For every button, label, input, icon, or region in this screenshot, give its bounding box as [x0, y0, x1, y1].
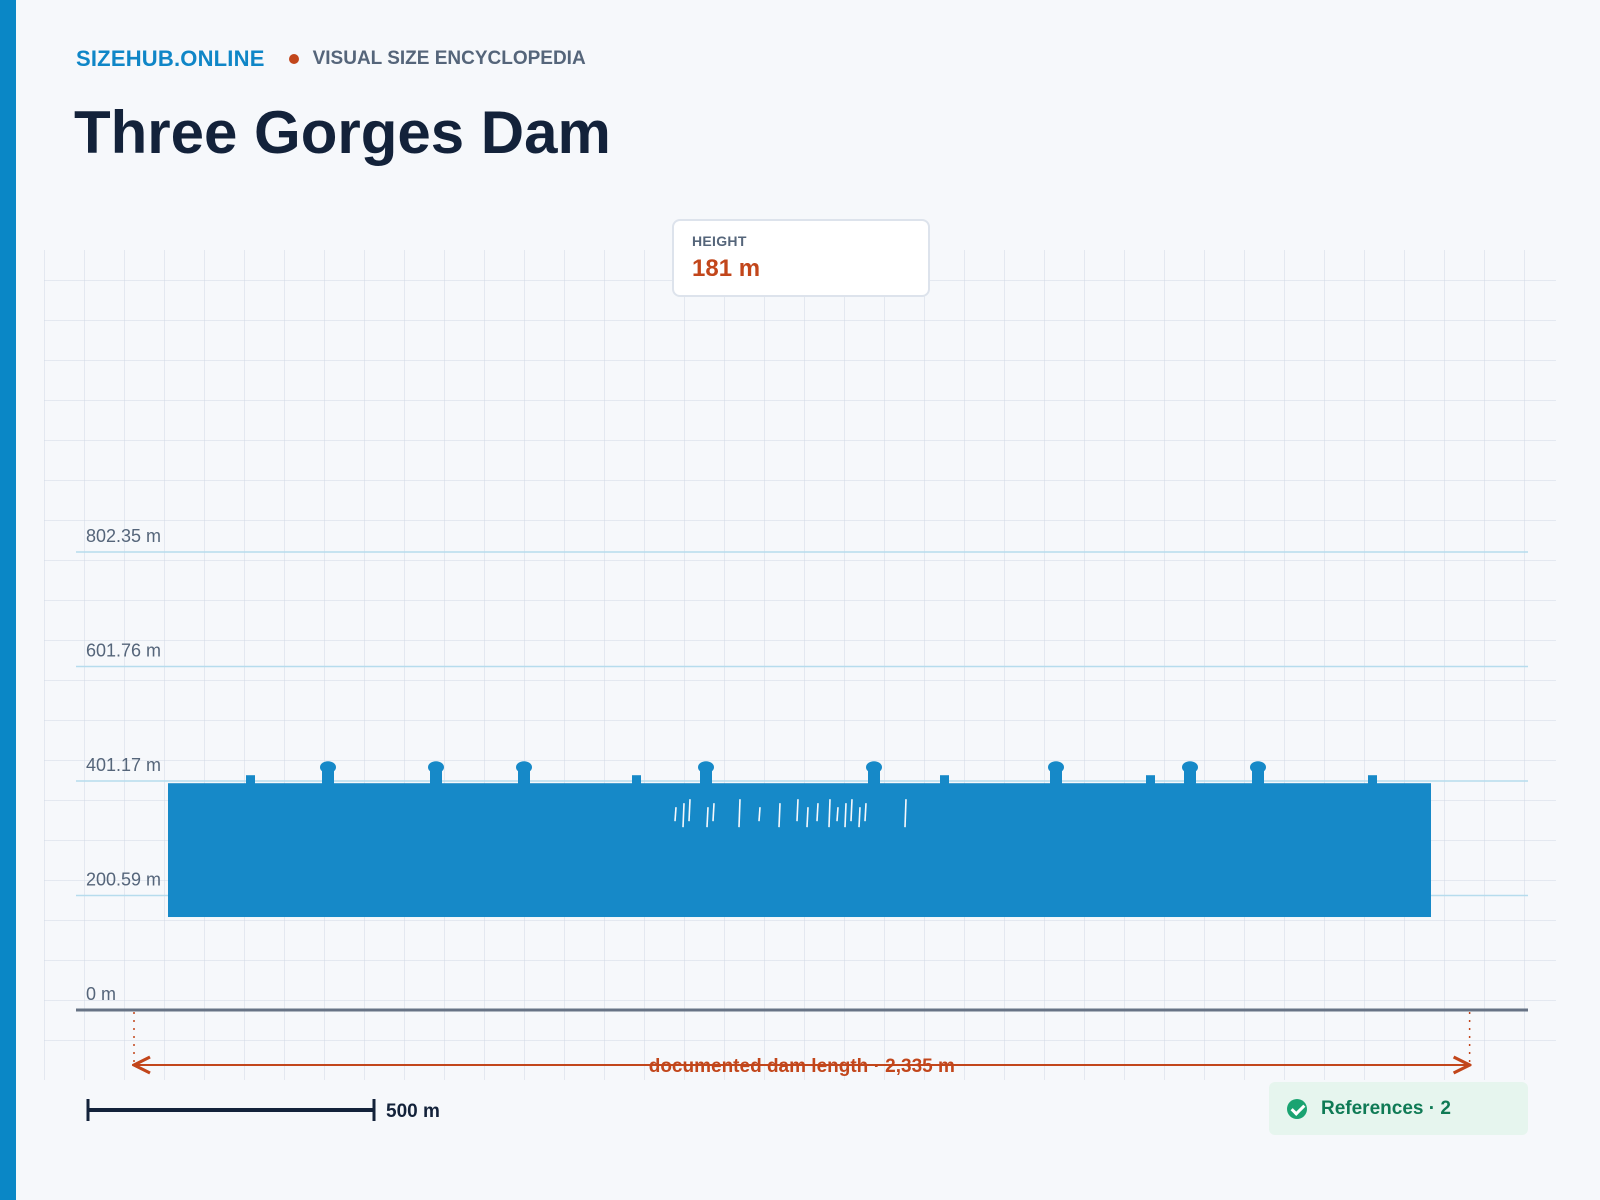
crest-tower-cap — [1182, 761, 1198, 774]
spillway-streak — [674, 807, 677, 822]
crest-tower-cap — [698, 761, 714, 774]
length-annotation: documented dam length · 2,335 m — [134, 1012, 1470, 1077]
spillway-streak — [796, 799, 799, 822]
references-label: References · 2 — [1321, 1097, 1451, 1119]
crest-block — [1368, 775, 1377, 785]
crest-tower-cap — [320, 761, 336, 774]
y-tick-label: 401.17 m — [86, 755, 161, 775]
spillway-streak — [688, 799, 691, 822]
dam-silhouette — [168, 761, 1431, 918]
site-header: SIZEHUB.ONLINE VISUAL SIZE ENCYCLOPEDIA — [76, 46, 586, 72]
spillway-streak — [778, 803, 781, 828]
crest-tower-cap — [1250, 761, 1266, 774]
spillway-streak — [844, 803, 847, 828]
crest-tower-cap — [1048, 761, 1064, 774]
y-tick-label: 0 m — [86, 984, 116, 1004]
spillway-streak — [682, 803, 685, 828]
dam-body — [168, 783, 1431, 918]
spillway-streak — [836, 807, 839, 822]
crest-block — [940, 775, 949, 785]
crest-tower-cap — [516, 761, 532, 774]
crest-tower-cap — [428, 761, 444, 774]
length-label: documented dam length · 2,335 m — [649, 1056, 955, 1077]
spillway-streak — [904, 799, 907, 828]
references-button[interactable]: References · 2 — [1269, 1082, 1528, 1135]
spillway-streak — [706, 807, 709, 828]
site-tagline: VISUAL SIZE ENCYCLOPEDIA — [312, 48, 586, 69]
spillway-streak — [738, 799, 741, 828]
height-card: HEIGHT 181 m — [672, 219, 930, 297]
scale-bar-label: 500 m — [386, 1101, 440, 1122]
spillway-streak — [712, 803, 715, 822]
page-title: Three Gorges Dam — [74, 99, 611, 166]
spillway-streak — [758, 807, 761, 822]
spillway-streak — [864, 803, 867, 822]
y-tick-label: 601.76 m — [86, 641, 161, 661]
y-tick-label: 200.59 m — [86, 869, 161, 889]
crest-block — [1146, 775, 1155, 785]
spillway-streak — [806, 807, 809, 828]
crest-tower-cap — [866, 761, 882, 774]
check-circle-icon — [1287, 1098, 1307, 1119]
spillway-streak — [816, 803, 819, 822]
background-grid — [44, 250, 1556, 1080]
y-tick-label: 802.35 m — [86, 526, 161, 546]
spillway-streak — [850, 799, 853, 822]
brand-link[interactable]: SIZEHUB.ONLINE — [76, 46, 265, 71]
accent-bar — [0, 0, 16, 1200]
spillway-streak — [858, 807, 861, 828]
y-axis-ticks: 0 m 200.59 m 401.17 m 601.76 m 802.35 m — [76, 526, 1528, 1004]
separator-dot — [288, 54, 299, 64]
scale-bar: 500 m — [86, 1099, 440, 1122]
crest-block — [246, 775, 255, 785]
spillway-streak — [828, 799, 831, 828]
height-label: HEIGHT — [692, 233, 747, 249]
height-value: 181 m — [692, 255, 761, 282]
crest-block — [632, 775, 641, 785]
